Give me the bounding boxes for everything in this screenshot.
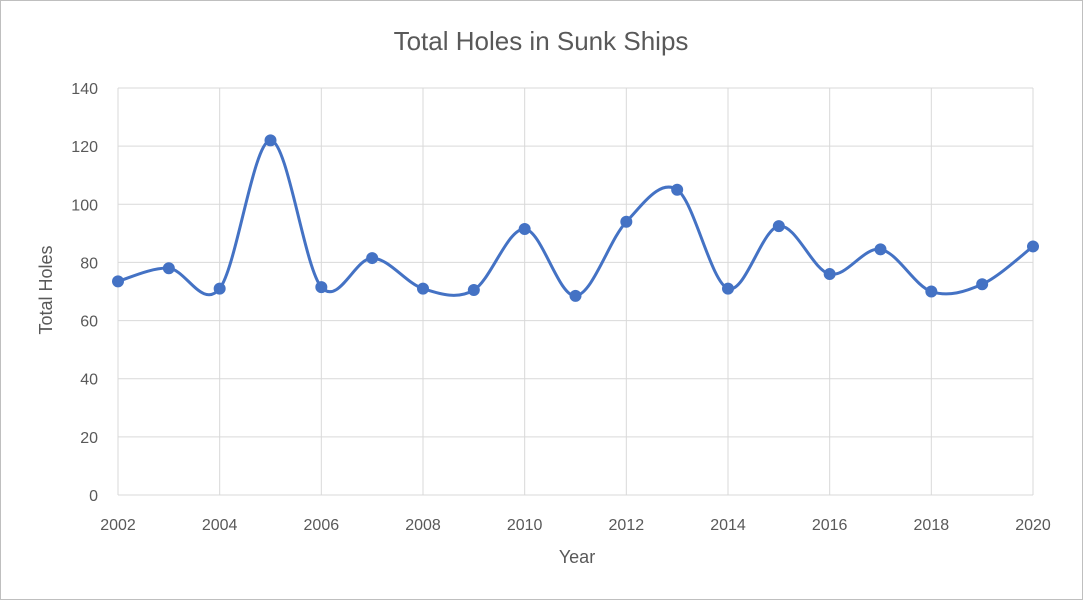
y-tick-label-0: 0 <box>89 488 98 505</box>
data-point-2013 <box>671 183 684 196</box>
data-point-2002 <box>112 275 124 288</box>
y-tick-label-80: 80 <box>80 255 98 272</box>
y-tick-label-100: 100 <box>71 197 98 214</box>
data-markers <box>112 134 1039 302</box>
x-tick-label-2014: 2014 <box>710 517 746 534</box>
chart-title: Total Holes in Sunk Ships <box>394 26 689 56</box>
data-point-2004 <box>213 282 226 295</box>
x-tick-label-2012: 2012 <box>609 517 645 534</box>
x-tick-label-2020: 2020 <box>1015 517 1051 534</box>
x-tick-label-2002: 2002 <box>100 517 136 534</box>
y-axis-label: Total Holes <box>36 245 56 334</box>
x-tick-label-2004: 2004 <box>202 517 238 534</box>
y-tick-label-20: 20 <box>80 430 98 447</box>
x-tick-label-2010: 2010 <box>507 517 543 534</box>
y-tick-label-120: 120 <box>71 139 98 156</box>
x-axis-label: Year <box>559 547 595 567</box>
data-point-2019 <box>976 278 989 291</box>
data-point-2003 <box>162 262 175 275</box>
data-point-2017 <box>874 243 887 256</box>
x-tick-label-2016: 2016 <box>812 517 848 534</box>
data-point-2016 <box>823 268 836 281</box>
data-point-2008 <box>417 282 429 295</box>
data-point-2009 <box>467 284 480 297</box>
x-tick-labels: 2002 2004 2006 2008 2010 2012 2014 2016 2018 2020 <box>100 517 1051 534</box>
data-point-2005 <box>264 134 277 147</box>
x-tick-label-2006: 2006 <box>304 517 340 534</box>
y-tick-labels: 0 20 40 60 80 100 120 140 <box>71 81 98 505</box>
data-point-2012 <box>620 215 633 228</box>
y-tick-label-60: 60 <box>80 314 98 331</box>
x-tick-label-2018: 2018 <box>914 517 950 534</box>
data-point-2010 <box>518 222 531 235</box>
data-point-2011 <box>569 289 582 302</box>
data-point-2015 <box>772 220 785 233</box>
data-point-2007 <box>366 252 379 265</box>
data-point-2018 <box>925 285 938 298</box>
y-tick-label-40: 40 <box>80 372 98 389</box>
data-point-2006 <box>315 281 328 294</box>
series-line <box>117 138 1034 298</box>
data-point-2014 <box>722 282 734 295</box>
x-tick-label-2008: 2008 <box>405 517 441 534</box>
data-point-2020 <box>1027 240 1039 253</box>
y-tick-label-140: 140 <box>71 81 98 98</box>
